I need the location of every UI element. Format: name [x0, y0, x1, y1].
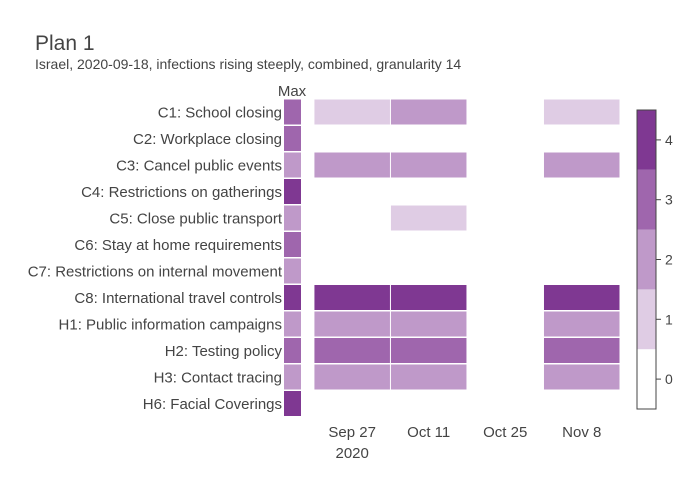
heatmap-cell: [390, 338, 467, 363]
heatmap-cell: [314, 311, 390, 337]
row-label: C8: International travel controls: [74, 290, 282, 307]
max-column: [284, 99, 301, 416]
x-tick-label: Oct 11: [407, 424, 450, 441]
heatmap-cell: [390, 205, 467, 231]
max-cell: [284, 285, 301, 310]
heatmap-cell: [390, 152, 467, 178]
max-column-label: Max: [278, 83, 307, 100]
max-cell: [284, 232, 301, 257]
heatmap-cell: [314, 99, 390, 125]
heatmap-cell: [390, 285, 467, 310]
x-axis-ticks: Sep 27 2020 Oct 11 Oct 25 Nov 8: [328, 424, 601, 462]
colorbar-segment: [637, 110, 656, 170]
x-tick-label: Nov 8: [562, 424, 601, 441]
max-cell: [284, 179, 301, 204]
row-label: C7: Restrictions on internal movement: [28, 263, 283, 280]
chart-title: Plan 1: [35, 32, 95, 55]
max-cell: [284, 258, 301, 284]
colorbar: 0 1 2 3 4: [636, 109, 673, 410]
chart-subtitle: Israel, 2020-09-18, infections rising st…: [35, 56, 461, 72]
row-labels: C1: School closing C2: Workplace closing C…: [28, 104, 283, 413]
colorbar-segment: [637, 289, 656, 350]
heatmap-cell: [314, 152, 390, 178]
colorbar-tick-label: 2: [665, 252, 673, 268]
max-cell: [284, 152, 301, 178]
row-label: H2: Testing policy: [165, 343, 283, 360]
heatmap-cell: [543, 285, 620, 310]
heatmap-cell: [543, 99, 620, 125]
x-tick-label: Oct 25: [483, 424, 527, 441]
row-label: C1: School closing: [158, 104, 282, 121]
colorbar-tick-label: 1: [665, 311, 673, 327]
row-label: C3: Cancel public events: [116, 157, 282, 174]
max-cell: [284, 364, 301, 390]
heatmap-cell: [543, 311, 620, 337]
row-label: C5: Close public transport: [109, 210, 282, 227]
colorbar-segment: [637, 229, 656, 290]
heatmap-cell: [390, 364, 467, 390]
heatmap-cell: [314, 364, 390, 390]
row-label: C4: Restrictions on gatherings: [81, 184, 282, 201]
heatmap-cell: [314, 285, 390, 310]
max-cell: [284, 99, 301, 125]
max-cell: [284, 338, 301, 363]
row-label: H1: Public information campaigns: [59, 316, 282, 333]
row-label: H6: Facial Coverings: [143, 396, 282, 413]
x-tick-sublabel: 2020: [336, 445, 369, 462]
colorbar-tick-label: 0: [665, 371, 673, 387]
heatmap-cell: [543, 364, 620, 390]
max-cell: [284, 205, 301, 231]
max-cell: [284, 311, 301, 337]
heatmap-cells: [314, 99, 620, 390]
x-tick-label: Sep 27: [328, 424, 376, 441]
row-label: H3: Contact tracing: [154, 369, 282, 386]
heatmap-cell: [390, 311, 467, 337]
colorbar-tick-label: 4: [665, 132, 673, 148]
max-cell: [284, 391, 301, 416]
max-cell: [284, 126, 301, 151]
colorbar-segment: [637, 349, 656, 409]
colorbar-segment: [637, 169, 656, 230]
heatmap-cell: [543, 338, 620, 363]
colorbar-tick-label: 3: [665, 192, 673, 208]
row-label: C6: Stay at home requirements: [74, 237, 282, 254]
row-label: C2: Workplace closing: [133, 131, 282, 148]
heatmap-cell: [390, 99, 467, 125]
heatmap-cell: [314, 338, 390, 363]
heatmap-cell: [543, 152, 620, 178]
